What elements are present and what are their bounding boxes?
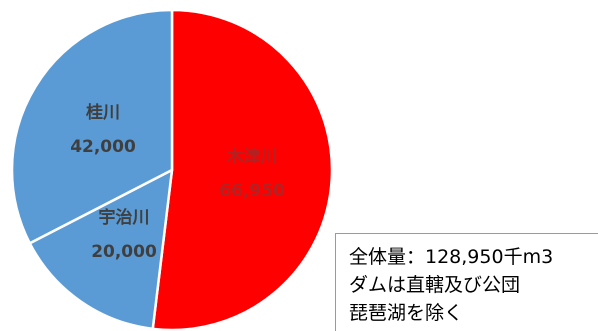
note-line-dams: ダムは直轄及び公団: [349, 274, 521, 296]
note-line-biwa: 琵琶湖を除く: [349, 302, 464, 324]
slice-name-label-1: 宇治川: [99, 207, 150, 228]
slice-value-label-0: 66,950: [219, 181, 285, 201]
note-box: 全体量：128,950千m3 ダムは直轄及び公団 琵琶湖を除く: [335, 233, 598, 331]
pie-slice-2: [10, 8, 174, 245]
slice-name-label-0: 木津川: [226, 146, 278, 167]
slice-value-label-2: 42,000: [70, 137, 136, 157]
slice-name-label-2: 桂川: [85, 102, 120, 123]
slice-value-label-1: 20,000: [91, 242, 157, 262]
pie-slice-0: [151, 8, 334, 331]
note-line-total: 全体量：128,950千m3: [349, 246, 554, 268]
pie-slice-1: [28, 168, 174, 331]
